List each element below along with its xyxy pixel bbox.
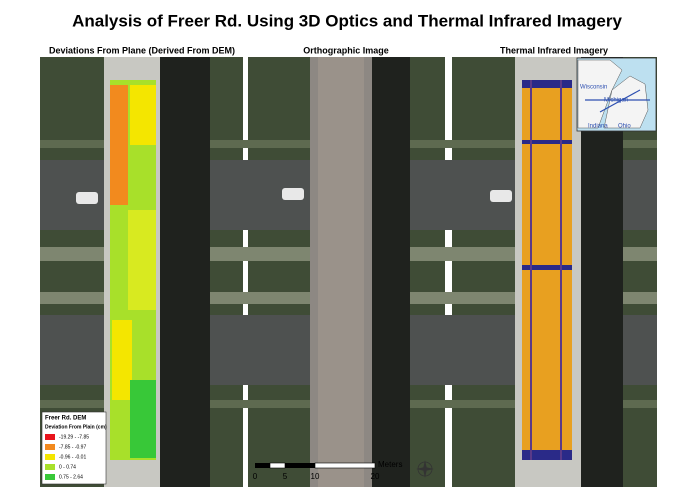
map-shape — [314, 462, 376, 469]
map-shape — [76, 192, 98, 204]
map-shape — [416, 460, 434, 478]
group: Freer Rd. DEM Deviation From Plain (cm) … — [41, 411, 107, 485]
group: Wisconsin Michigan Indiana Ohio — [40, 57, 657, 487]
inset-label: Indiana — [588, 124, 608, 130]
map-shape — [560, 80, 562, 460]
map-shape — [130, 85, 156, 145]
legend-label: 0 - 0.74 — [59, 464, 76, 470]
legend-title: Freer Rd. DEM — [45, 416, 86, 422]
scale-label: 20 — [371, 472, 380, 481]
group: 0 5 10 20 Meters — [253, 460, 434, 481]
map-shape — [255, 463, 270, 468]
map-shape — [490, 190, 512, 202]
map-shape — [130, 380, 156, 458]
panel-title: Orthographic Image — [303, 45, 389, 55]
map-shape — [269, 462, 286, 469]
scale-label: 0 — [253, 472, 258, 481]
legend-swatch — [45, 474, 55, 480]
map-shape — [318, 57, 364, 487]
map-shape — [370, 57, 410, 487]
legend-swatch — [45, 454, 55, 460]
scale-label: 10 — [311, 472, 320, 481]
map-shape — [522, 450, 572, 460]
map-shape — [585, 89, 650, 113]
map-shape — [522, 140, 572, 144]
map-shape — [110, 85, 128, 205]
panel-title: Thermal Infrared Imagery — [500, 45, 608, 55]
inset-label: Wisconsin — [580, 85, 607, 91]
map-shape — [530, 80, 532, 460]
map-shape — [285, 463, 315, 468]
legend-label: -19.29 - -7.85 — [59, 434, 89, 440]
legend-label: -7.85 - -0.97 — [59, 444, 86, 450]
legend-subtitle: Deviation From Plain (cm) — [45, 424, 107, 430]
legend-label: -0.96 - -0.01 — [59, 454, 86, 460]
map-shape — [282, 188, 304, 200]
legend-swatch — [45, 444, 55, 450]
map-shape — [522, 80, 572, 88]
map-shape — [128, 210, 156, 310]
legend-label: 0.75 - 2.64 — [59, 474, 83, 480]
map-shape — [522, 265, 572, 270]
map-shape — [160, 57, 210, 487]
map-shape — [603, 75, 649, 129]
inset-label: Michigan — [604, 98, 628, 104]
inset-label: Ohio — [618, 124, 631, 130]
scale-unit: Meters — [378, 460, 402, 469]
map-shape — [112, 320, 132, 400]
title: Analysis of Freer Rd. Using 3D Optics an… — [72, 11, 622, 30]
scale-label: 5 — [283, 472, 288, 481]
legend-swatch — [45, 434, 55, 440]
panel-title: Deviations From Plane (Derived From DEM) — [49, 45, 235, 55]
legend-swatch — [45, 464, 55, 470]
